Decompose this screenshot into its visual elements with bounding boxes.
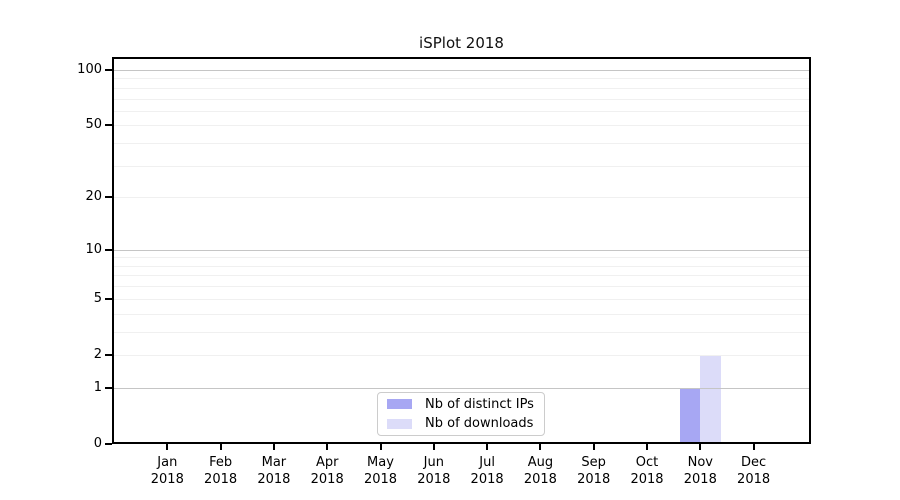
x-tick-mark [272,444,275,450]
y-tick-mark [105,386,112,389]
x-tick-year: 2018 [417,472,451,487]
x-tick-label: Jun 2018 [394,454,474,488]
x-tick-mark [699,444,702,450]
gridline-minor [112,143,811,145]
gridline-minor [112,286,811,288]
x-tick-label: Oct 2018 [607,454,687,488]
x-tick-label: Jan 2018 [127,454,207,488]
x-tick-month: Aug [527,455,554,470]
x-tick-label: Dec 2018 [714,454,794,488]
y-tick-mark [105,124,112,127]
y-tick-mark [105,196,112,199]
x-tick-mark [592,444,595,450]
x-tick-month: Mar [261,455,287,470]
x-tick-month: Apr [315,455,339,470]
x-tick-month: Sep [581,455,606,470]
y-tick-label: 50 [85,117,102,133]
x-tick-year: 2018 [577,472,611,487]
x-tick-mark [379,444,382,450]
y-tick-mark [105,248,112,251]
y-tick-mark [105,443,112,445]
x-tick-year: 2018 [630,472,664,487]
gridline-minor [112,331,811,333]
x-tick-label: Jul 2018 [447,454,527,488]
y-tick-label: 2 [93,346,102,362]
legend-label: Nb of downloads [425,416,534,432]
y-tick-label: 100 [77,62,102,77]
y-tick-label: 10 [85,241,102,257]
gridline-minor [112,354,811,356]
gridline-major [112,249,811,251]
x-tick-year: 2018 [150,472,184,487]
legend-item-distinct-ips: Nb of distinct IPs [387,396,535,413]
y-tick-mark [105,297,112,300]
gridline-minor [112,275,811,277]
gridline-minor [112,313,811,315]
plot-area: 0 1 2 5 10 20 50 100 Jan 2018 Feb 2018 Mar 2018 Apr 201… [77,57,811,487]
gridline-minor [112,98,811,100]
gridline-minor [112,110,811,112]
chart-title: iSPlot 2018 [419,34,504,52]
legend-label: Nb of distinct IPs [425,396,534,412]
x-tick-month: May [367,455,394,470]
x-tick-year: 2018 [310,472,344,487]
legend: Nb of distinct IPs Nb of downloads [377,392,545,436]
x-tick-mark [432,444,435,450]
x-tick-year: 2018 [523,472,557,487]
distinct-ips-swatch-icon [387,399,412,410]
x-tick-month: Nov [687,455,713,470]
x-tick-label: Nov 2018 [660,454,740,488]
x-tick-label: Sep 2018 [554,454,634,488]
x-tick-mark [219,444,222,450]
x-tick-mark [752,444,755,450]
x-tick-label: Feb 2018 [181,454,261,488]
x-tick-month: Jul [479,455,495,470]
x-tick-label: Aug 2018 [500,454,580,488]
x-tick-label: Apr 2018 [287,454,367,488]
gridline-major [112,70,811,71]
gridline-minor [112,87,811,89]
x-tick-month: Dec [741,455,767,470]
x-tick-month: Jan [157,455,178,470]
x-tick-mark [539,444,542,450]
x-tick-month: Oct [635,455,659,470]
x-tick-mark [646,444,648,450]
gridline-minor [112,298,811,300]
x-tick-month: Jun [423,455,444,470]
x-tick-year: 2018 [737,472,771,487]
x-tick-month: Feb [209,455,233,470]
x-tick-mark [166,444,169,450]
y-tick-label: 20 [85,189,102,205]
x-tick-mark [486,444,489,450]
x-tick-mark [326,444,329,450]
gridline-minor [112,265,811,267]
legend-item-downloads: Nb of downloads [387,416,535,433]
x-tick-year: 2018 [204,472,238,487]
x-tick-label: Mar 2018 [234,454,314,488]
gridline-minor [112,78,811,80]
gridline-minor [112,257,811,259]
bar-nb-of-downloads [700,354,721,444]
y-tick-mark [105,353,112,356]
x-tick-year: 2018 [683,472,717,487]
y-tick-mark [105,69,112,71]
y-tick-label: 0 [93,436,102,451]
gridline-minor [112,125,811,127]
x-tick-year: 2018 [257,472,291,487]
gridline-minor [112,197,811,199]
downloads-swatch-icon [387,418,412,429]
gridline-minor [112,165,811,167]
y-tick-label: 1 [93,379,102,395]
bar-nb-of-distinct-ips [679,387,701,444]
y-tick-label: 5 [93,290,102,306]
gridline-major [112,387,811,389]
x-tick-year: 2018 [363,472,398,487]
x-tick-year: 2018 [470,472,504,487]
x-tick-label: May 2018 [341,454,421,488]
